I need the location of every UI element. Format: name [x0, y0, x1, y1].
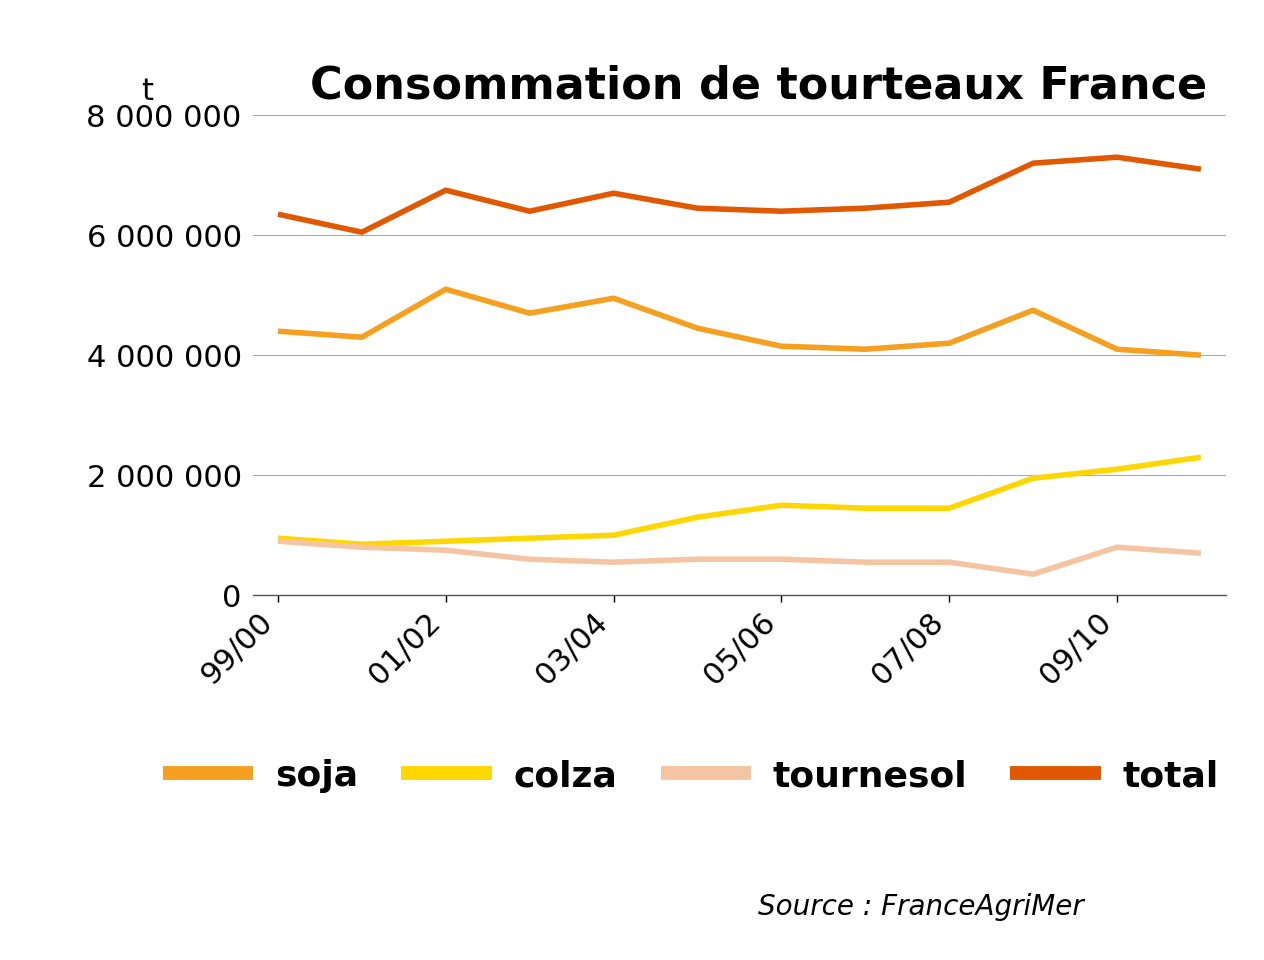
Text: Source : FranceAgriMer: Source : FranceAgriMer [758, 893, 1085, 922]
Text: t: t [140, 77, 153, 106]
Legend: soja, colza, tournesol, total: soja, colza, tournesol, total [148, 745, 1234, 807]
Title: Consommation de tourteaux France: Consommation de tourteaux France [311, 64, 1207, 108]
